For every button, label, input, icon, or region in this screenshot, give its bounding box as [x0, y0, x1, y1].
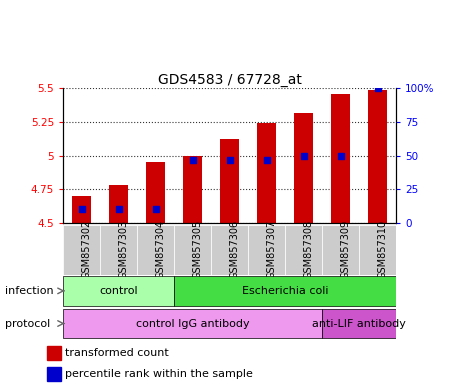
Bar [183, 156, 202, 223]
Bar [331, 94, 350, 223]
Bar [220, 139, 239, 223]
Bar [174, 225, 211, 275]
Bar [47, 346, 61, 359]
Text: GSM857308: GSM857308 [303, 220, 314, 279]
Bar [211, 225, 248, 275]
Text: control: control [99, 286, 138, 296]
Text: GSM857307: GSM857307 [266, 220, 276, 279]
Point [337, 152, 344, 159]
Bar [47, 367, 61, 381]
Text: GSM857310: GSM857310 [378, 220, 387, 279]
Bar [174, 276, 396, 306]
Bar [322, 225, 359, 275]
Bar [285, 225, 322, 275]
Text: infection: infection [4, 286, 53, 296]
Bar [72, 196, 91, 223]
Bar [359, 225, 396, 275]
Bar [146, 162, 165, 223]
Text: transformed count: transformed count [65, 348, 169, 358]
Bar [63, 276, 174, 306]
Bar [100, 225, 137, 275]
Bar [368, 90, 387, 223]
Text: percentile rank within the sample: percentile rank within the sample [65, 369, 253, 379]
Point [152, 206, 159, 212]
Bar [248, 225, 285, 275]
Point [115, 206, 122, 212]
Point [226, 157, 233, 163]
Text: Escherichia coli: Escherichia coli [242, 286, 328, 296]
Point [374, 85, 381, 91]
Text: GSM857309: GSM857309 [341, 220, 351, 279]
Bar [322, 309, 396, 338]
Text: GSM857302: GSM857302 [81, 220, 91, 279]
Text: GSM857304: GSM857304 [156, 220, 166, 279]
Bar [109, 185, 128, 223]
Text: GSM857306: GSM857306 [230, 220, 239, 279]
Text: anti-LIF antibody: anti-LIF antibody [312, 318, 406, 329]
Text: protocol: protocol [4, 318, 50, 329]
Text: control IgG antibody: control IgG antibody [136, 318, 249, 329]
Title: GDS4583 / 67728_at: GDS4583 / 67728_at [158, 73, 302, 87]
Text: GSM857303: GSM857303 [118, 220, 129, 279]
Bar [294, 113, 313, 223]
Bar [137, 225, 174, 275]
Point [78, 206, 85, 212]
Point [300, 152, 307, 159]
Bar [63, 309, 322, 338]
Text: GSM857305: GSM857305 [193, 220, 202, 279]
Bar [257, 123, 276, 223]
Point [263, 157, 270, 163]
Point [189, 157, 196, 163]
Bar [63, 225, 100, 275]
